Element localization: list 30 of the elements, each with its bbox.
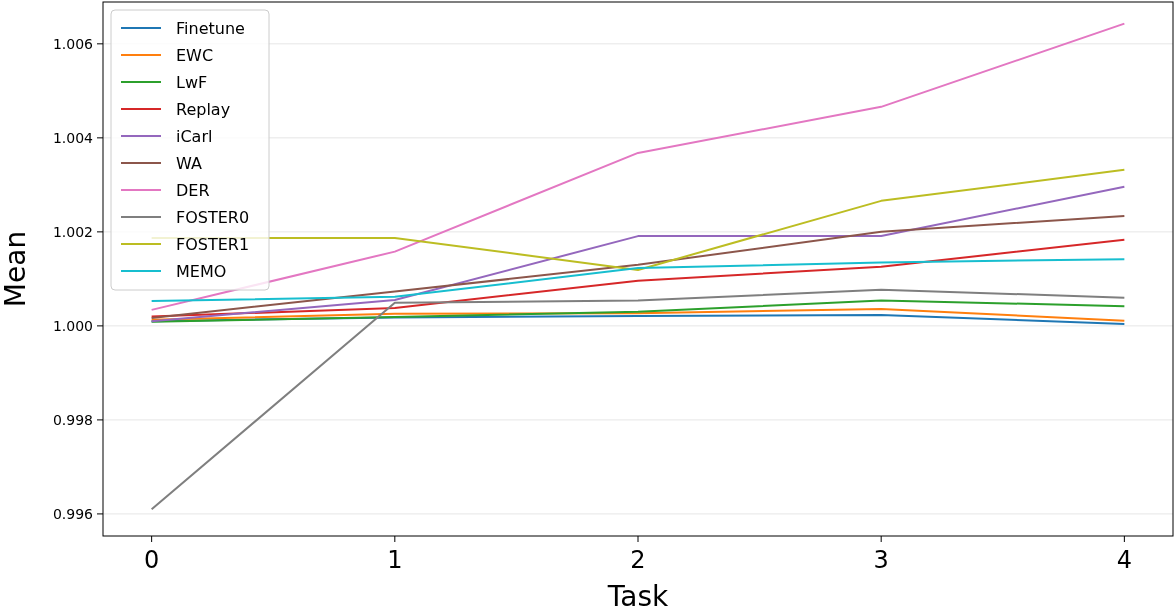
- line-series: [150, 258, 1126, 302]
- line-series: [150, 288, 1126, 511]
- y-tick-label: 0.998: [52, 411, 93, 428]
- y-axis-title: Mean: [0, 230, 32, 308]
- line-series: [150, 238, 1126, 318]
- legend-label: WA: [176, 153, 202, 173]
- legend-label: FOSTER0: [176, 207, 250, 227]
- line-series: [150, 185, 1126, 323]
- legend-label: Finetune: [176, 18, 245, 38]
- legend-label: LwF: [176, 72, 208, 92]
- x-tick-label: 1: [387, 546, 403, 574]
- line-series: [150, 307, 1126, 322]
- y-tick-label: 0.996: [52, 505, 94, 522]
- legend-label: DER: [176, 180, 210, 200]
- x-tick-label: 3: [873, 546, 889, 574]
- line-series: [150, 299, 1126, 323]
- y-tick-label: 1.006: [52, 35, 94, 52]
- x-tick-label: 2: [630, 546, 646, 574]
- legend-label: EWC: [176, 45, 214, 65]
- legend-label: Replay: [176, 99, 231, 119]
- y-tick-label: 1.002: [52, 223, 93, 240]
- line-series: [150, 22, 1126, 311]
- y-tick-label: 1.000: [52, 317, 93, 334]
- x-tick-label: 0: [144, 546, 160, 574]
- legend-label: MEMO: [176, 261, 227, 281]
- legend-label: FOSTER1: [176, 234, 250, 254]
- legend-label: iCarl: [176, 126, 213, 146]
- y-tick-label: 1.004: [52, 129, 94, 146]
- x-axis-title: Task: [606, 580, 669, 613]
- x-tick-label: 4: [1116, 546, 1132, 574]
